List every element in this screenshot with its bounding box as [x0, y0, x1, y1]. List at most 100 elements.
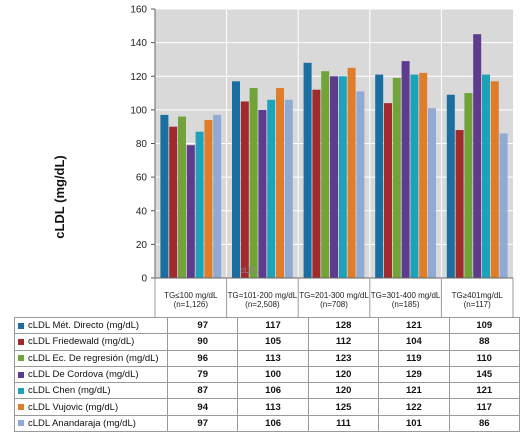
table-cell-value: 119 — [378, 349, 450, 367]
bar — [419, 72, 428, 278]
table-cell-value: 112 — [307, 333, 380, 351]
table-cell-value: 100 — [237, 365, 309, 384]
category-count: (n=185) — [392, 300, 420, 309]
bar — [347, 67, 356, 278]
table-row: cLDL Chen (mg/dL) 87 106 120 121 121 — [14, 382, 520, 400]
table-cell-value: 117 — [237, 316, 309, 335]
bar — [312, 89, 321, 278]
bar — [284, 99, 293, 278]
legend-series-name: De Cordova (mg/dL) — [52, 369, 139, 381]
bar — [178, 116, 186, 278]
y-tick-label: 120 — [130, 72, 147, 83]
table-cell-value: 104 — [378, 333, 450, 351]
category-label: TG=201-300 mg/dL — [299, 291, 369, 300]
y-tick-label: 100 — [130, 105, 147, 116]
table-cell-value: 97 — [166, 414, 239, 433]
legend-swatch — [18, 404, 24, 411]
table-row: cLDL De Cordova (mg/dL) 79 100 120 129 145 — [14, 365, 520, 384]
legend-prefix: cLDL — [28, 320, 53, 332]
y-tick-label: 0 — [141, 274, 147, 285]
table-cell-value: 129 — [378, 365, 450, 384]
watermark-label: cLDL — [240, 266, 259, 275]
bar — [410, 74, 419, 278]
bar — [473, 34, 482, 278]
legend-entry: cLDL Ec. De regresión (mg/dL) — [14, 349, 168, 367]
legend-prefix: cLDL — [28, 336, 53, 348]
legend-entry: cLDL Anandaraja (mg/dL) — [14, 414, 168, 433]
bar — [428, 108, 436, 278]
legend-entry: cLDL De Cordova (mg/dL) — [14, 365, 168, 384]
legend-prefix: cLDL — [28, 417, 52, 429]
category-label: TG=301-400 mg/dL — [371, 291, 441, 300]
legend-swatch — [18, 387, 24, 394]
category-count: (n=117) — [464, 300, 492, 309]
category-count: (n=1,126) — [174, 300, 209, 309]
table-cell-value: 123 — [307, 349, 380, 367]
bar — [213, 114, 222, 278]
bar — [375, 74, 384, 278]
table-cell-value: 87 — [166, 382, 239, 400]
bar — [195, 131, 204, 278]
bar — [499, 133, 508, 278]
category-label: TG≤100 mg/dL — [164, 291, 218, 300]
legend-entry: cLDL Vujovic (mg/dL) — [14, 398, 168, 416]
legend-entry: cLDL Friedewald (mg/dL) — [14, 333, 168, 351]
bar — [338, 76, 347, 278]
table-cell-value: 122 — [378, 398, 450, 416]
legend-series-name: Chen (mg/dL) — [52, 385, 111, 397]
bar — [258, 109, 267, 278]
table-row: cLDL Ec. De regresión (mg/dL) 96 113 123 119… — [14, 349, 520, 367]
table-cell-value: 121 — [448, 382, 520, 400]
category-count: (n=708) — [320, 300, 348, 309]
table-cell-value: 88 — [448, 333, 520, 351]
table-cell-value: 109 — [448, 316, 520, 335]
legend-series-name: Anandaraja (mg/dL) — [51, 417, 136, 429]
legend-series-name: Mét. Directo (mg/dL) — [52, 320, 140, 332]
legend-prefix: cLDL — [28, 385, 53, 397]
table-cell-value: 121 — [378, 316, 450, 335]
table-cell-value: 113 — [237, 349, 309, 367]
category-count: (n=2,508) — [245, 300, 280, 309]
table-cell-value: 90 — [166, 333, 239, 351]
table-row: cLDL Anandaraja (mg/dL) 97 106 111 101 86 — [14, 414, 520, 433]
y-axis-title: cLDL (mg/dL) — [52, 155, 67, 239]
category-label: TG≥401mg/dL — [452, 291, 504, 300]
bar — [303, 62, 312, 278]
bar — [276, 88, 284, 278]
table-cell-value: 117 — [448, 398, 520, 416]
bar — [232, 81, 240, 278]
table-row: cLDL Vujovic (mg/dL) 94 113 125 122 117 — [14, 398, 520, 416]
table-cell-value: 101 — [378, 414, 450, 433]
y-tick-label: 160 — [130, 5, 147, 16]
legend-swatch — [18, 322, 24, 329]
category-label: TG=101-200 mg/dL — [228, 291, 298, 300]
legend-swatch — [18, 371, 24, 378]
table-cell-value: 121 — [378, 382, 450, 400]
table-row: cLDL Mét. Directo (mg/dL) 97 117 128 121 109 — [14, 316, 520, 335]
table-cell-value: 96 — [166, 349, 239, 367]
table-cell-value: 79 — [166, 365, 239, 384]
y-tick-label: 140 — [130, 38, 147, 49]
data-table: cLDL Mét. Directo (mg/dL) 97 117 128 121 109 c… — [14, 316, 520, 433]
table-cell-value: 125 — [307, 398, 380, 416]
table-row: cLDL Friedewald (mg/dL) 90 105 112 104 88 — [14, 333, 520, 351]
bar — [392, 77, 401, 279]
bar — [267, 99, 276, 278]
bar — [330, 76, 338, 278]
legend-prefix: cLDL — [28, 401, 53, 413]
y-tick-label: 20 — [136, 240, 148, 251]
bar — [384, 103, 392, 279]
table-cell-value: 113 — [237, 398, 309, 416]
bar — [455, 130, 464, 278]
legend-swatch — [18, 355, 24, 362]
legend-prefix: cLDL — [28, 369, 53, 381]
y-tick-label: 40 — [136, 206, 148, 217]
table-cell-value: 111 — [307, 414, 380, 433]
table-cell-value: 120 — [307, 365, 380, 384]
legend-entry: cLDL Chen (mg/dL) — [14, 382, 168, 400]
legend-swatch — [18, 338, 24, 345]
bar — [482, 74, 490, 278]
bar — [401, 61, 410, 279]
table-cell-value: 94 — [166, 398, 239, 416]
bar — [356, 91, 365, 278]
